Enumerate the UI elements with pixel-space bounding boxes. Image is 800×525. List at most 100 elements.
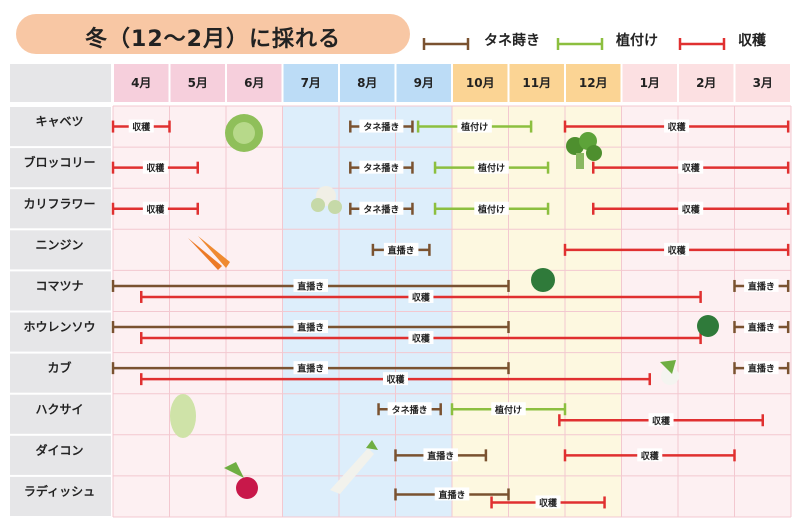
bar-label: 植付け [477,162,505,174]
month-label: 4月 [131,76,151,90]
bar-label-bg [293,320,328,334]
month-label: 10月 [466,76,495,90]
bar-label-bg [293,361,328,375]
bar-label-bg [637,448,663,462]
bar-label: 直播き [388,244,415,256]
month-header-cell [170,64,225,102]
bar-harvest: 収穫 [111,160,199,174]
carrot-icon [198,236,230,268]
bar-label: 収穫 [539,497,558,509]
bar-label: 直播き [297,322,324,334]
crop-label-cell [10,230,111,270]
crop-name: ダイコン [35,442,83,457]
crop-name: コマツナ [35,279,83,293]
bar-plant: 植付け [416,119,533,133]
month-header-cell [735,64,790,102]
bar-label: 直播き [438,489,465,501]
turnip-icon [660,360,676,374]
crop-label-cell [10,271,111,311]
crop-name: カリフラワー [23,197,95,211]
bar-sow: 直播き [394,487,510,501]
month-label: 3月 [753,76,773,90]
bar-label: 直播き [427,450,454,462]
bar-harvest: 収穫 [563,448,736,462]
crop-name: キャベツ [35,115,83,129]
bar-sow: タネ播き [349,119,414,133]
bar-label-bg [491,402,526,416]
crop-label-cell [10,476,111,516]
bar-label-bg [359,119,404,133]
legend-swatch [422,38,470,50]
turnip-icon [661,367,679,385]
bar-label-bg [678,201,704,215]
bar-label: タネ播き [363,162,399,174]
bar-label: 収穫 [412,333,431,345]
bar-harvest: 収穫 [490,495,606,509]
bar-label-bg [359,201,404,215]
crop-label-cell [10,353,111,393]
bar-label: 収穫 [132,121,151,133]
bar-plant: 植付け [450,402,567,416]
bar-label: 収穫 [682,203,701,215]
crop-name: ブロッコリー [23,155,95,170]
radish-icon [236,477,258,499]
bar-sow: タネ播き [349,160,414,174]
title-banner: 冬（12〜2月）に採れる [16,14,410,54]
month-label: 7月 [301,76,321,90]
bar-label: 収穫 [641,450,660,462]
bar-sow: 直播き [733,320,790,334]
legend-plant: 植付け [616,33,658,49]
bar-label: 収穫 [146,203,165,215]
bar-label-bg [128,119,154,133]
bar-label: 収穫 [146,162,165,174]
bar-label-bg [142,160,168,174]
radish-icon [224,462,244,478]
bar-sow: 直播き [733,361,790,375]
bar-label: 直播き [297,363,324,375]
month-header-cell [283,64,338,102]
bar-label-bg [142,201,168,215]
bar-label-bg [744,361,779,375]
month-label: 12月 [579,76,608,90]
month-label: 5月 [188,76,208,90]
bar-label: 直播き [297,280,324,292]
bar-sow: 直播き [733,278,790,292]
bar-sow: 直播き [371,242,431,256]
crop-label-cell [10,394,111,434]
month-label: 1月 [640,76,660,90]
legend-swatch [678,38,726,50]
month-header-cell [622,64,677,102]
bar-label: 収穫 [412,291,431,303]
crop-label-cell [10,189,111,229]
month-header-cell [227,64,282,102]
month-header-cell [396,64,451,102]
bar-label-bg [423,448,458,462]
bar-label: 収穫 [386,374,405,386]
bar-label-bg [535,495,561,509]
bar-label-bg [664,119,690,133]
month-header-cell [679,64,734,102]
bar-label-bg [383,372,408,386]
bar-harvest: 収穫 [558,413,764,427]
bar-label-bg [744,320,779,334]
bar-label: タネ播き [363,203,399,215]
cauliflower-icon [311,198,325,212]
bar-harvest: 収穫 [140,289,702,303]
bar-label: 植付け [494,404,522,416]
bar-label: 収穫 [668,244,687,256]
legend-sow: タネ蒔き [484,33,540,49]
bar-label-bg [457,119,492,133]
month-label: 11月 [522,76,551,90]
bar-sow: 直播き [111,361,510,375]
bar-label: タネ播き [363,121,399,133]
komatsuna-icon [531,268,555,292]
month-label: 6月 [244,76,264,90]
month-label: 9月 [414,76,434,90]
chart-title: 冬（12〜2月）に採れる [85,27,341,52]
bar-label-bg [293,278,328,292]
daikon-icon [366,440,378,450]
bar-label-bg [434,487,470,501]
hakusai-icon [170,394,196,438]
crop-name: ホウレンソウ [23,320,95,334]
